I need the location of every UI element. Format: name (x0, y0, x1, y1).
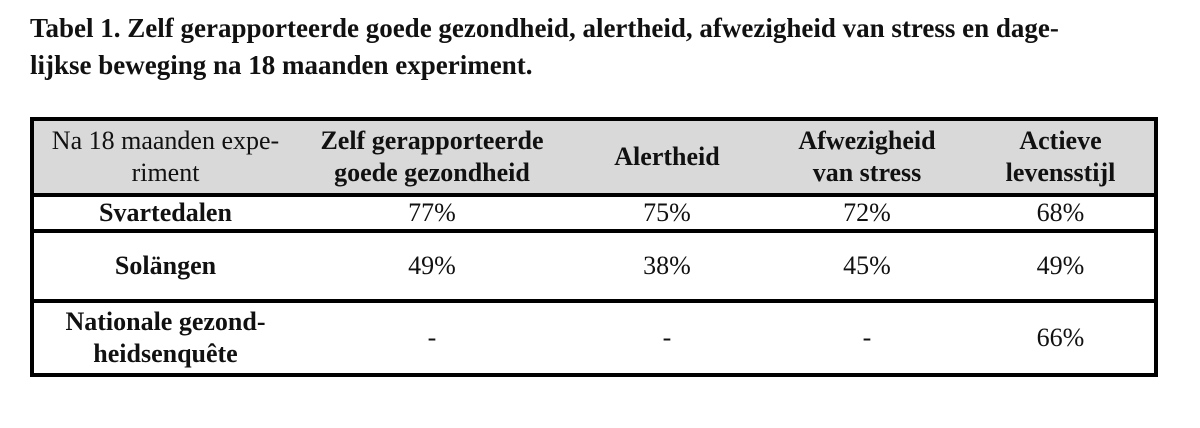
cell-enquete-stress: - (862, 323, 872, 352)
table-row-svartedalen: Svartedalen 77% 75% 72% 68% (32, 195, 1156, 231)
table-header: Na 18 maanden expe- riment Zelf gerappor… (32, 119, 1156, 195)
cell-enquete-alertheid: - (662, 323, 672, 352)
cell-solangen-levensstijl: 49% (1036, 251, 1085, 280)
table-caption: Tabel 1. Zelf gerapporteerde goede gezon… (30, 13, 1059, 80)
header-col-alertheid: Alertheid (614, 142, 720, 171)
cell-solangen-stress: 45% (843, 251, 891, 280)
row-label-svartedalen: Svartedalen (99, 198, 232, 227)
header-col-afwezigheid-van-stress: Afwezigheid van stress (798, 126, 936, 187)
cell-solangen-alertheid: 38% (643, 251, 691, 280)
header-col-actieve-levensstijl: Actieve levensstijl (1005, 126, 1116, 187)
table-row-solangen: Solängen 49% 38% 45% 49% (32, 231, 1156, 301)
cell-enquete-levensstijl: 66% (1036, 323, 1085, 352)
table-row-nationale-enquete: Nationale gezond- heidsenquête - - - 66% (32, 301, 1156, 375)
cell-svartedalen-levensstijl: 68% (1036, 198, 1085, 227)
cell-svartedalen-alertheid: 75% (643, 198, 691, 227)
header-row: Na 18 maanden expe- riment Zelf gerappor… (32, 119, 1156, 195)
table-body: Svartedalen 77% 75% 72% 68% Solängen 49%… (32, 195, 1156, 375)
header-col-row-label: Na 18 maanden expe- riment (51, 126, 280, 187)
cell-enquete-gezondheid: - (427, 323, 437, 352)
cell-svartedalen-gezondheid: 77% (408, 198, 456, 227)
header-col-goede-gezondheid: Zelf gerapporteerde goede gezondheid (320, 126, 544, 187)
cell-svartedalen-stress: 72% (843, 198, 891, 227)
row-label-nationale-enquete: Nationale gezond- heidsenquête (65, 307, 266, 368)
data-table: Na 18 maanden expe- riment Zelf gerappor… (30, 117, 1158, 377)
row-label-solangen: Solängen (114, 251, 217, 280)
cell-solangen-gezondheid: 49% (408, 251, 456, 280)
